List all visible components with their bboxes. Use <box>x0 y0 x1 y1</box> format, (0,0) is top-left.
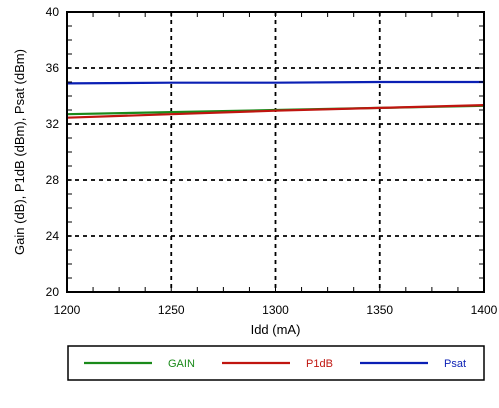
legend-label-psat: Psat <box>444 358 466 370</box>
x-tick-label: 1200 <box>54 303 81 317</box>
series-lines <box>66 80 485 119</box>
y-tick-label: 24 <box>46 229 60 243</box>
y-axis-label: Gain (dB), P1dB (dBm), Psat (dBm) <box>12 49 27 255</box>
x-tick-label: 1350 <box>366 303 393 317</box>
legend-label-p1db: P1dB <box>306 358 333 370</box>
x-tick-label: 1300 <box>262 303 289 317</box>
minor-ticks <box>66 11 485 293</box>
y-tick-labels: 20 24 28 32 36 40 <box>46 5 60 299</box>
x-tick-label: 1250 <box>158 303 185 317</box>
y-tick-label: 32 <box>46 117 60 131</box>
x-tick-labels: 1200 1250 1300 1350 1400 <box>54 303 498 317</box>
x-tick-label: 1400 <box>471 303 498 317</box>
legend-items: GAIN P1dB Psat <box>84 358 466 370</box>
grid <box>67 12 484 292</box>
y-tick-label: 28 <box>46 173 60 187</box>
series-line-p1db <box>66 104 485 119</box>
y-tick-label: 20 <box>46 285 60 299</box>
y-tick-label: 36 <box>46 61 60 75</box>
y-tick-label: 40 <box>46 5 60 19</box>
x-axis-label: Idd (mA) <box>251 322 301 337</box>
series-line-psat <box>66 80 484 85</box>
legend-label-gain: GAIN <box>168 358 195 370</box>
